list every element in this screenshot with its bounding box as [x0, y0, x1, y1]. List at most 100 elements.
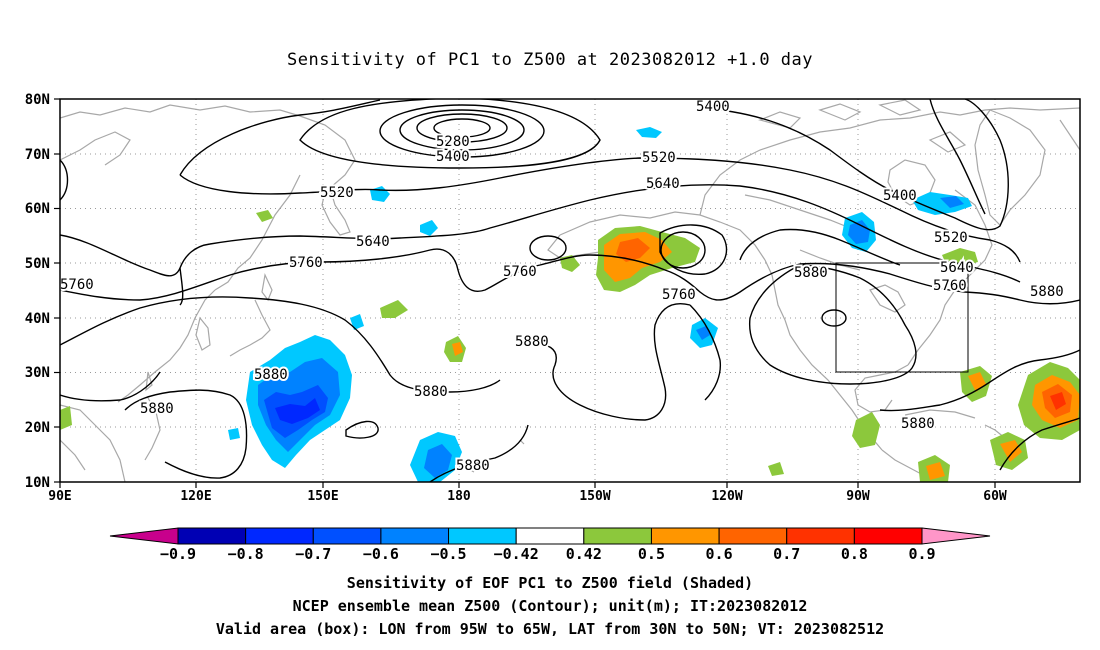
contour-label: 5280	[436, 134, 470, 150]
positive-sensitivity-region	[968, 372, 986, 392]
caption-line-2: NCEP ensemble mean Z500 (Contour); unit(…	[292, 597, 808, 615]
latitude-labels: 80N 70N 60N 50N 40N 30N 20N 10N	[25, 92, 50, 491]
negative-sensitivity-region	[246, 335, 352, 468]
negative-sensitivity-region	[690, 318, 718, 348]
negative-sensitivity-region	[420, 220, 438, 236]
colorbar-swatch	[312, 527, 382, 545]
colorbar-tick-label: 0.5	[638, 545, 665, 563]
negative-sensitivity-region	[842, 212, 876, 252]
lat-label: 70N	[25, 147, 50, 163]
colorbar-labels: −0.9 −0.8 −0.7 −0.6 −0.5 −0.42 0.42 0.5 0.6 0.7 0.…	[160, 545, 936, 563]
lon-label: 90W	[846, 489, 870, 504]
colorbar-swatch	[515, 527, 585, 545]
contour-label: 5640	[356, 234, 390, 250]
positive-sensitivity-region	[1032, 375, 1080, 428]
positive-sensitivity-region	[926, 462, 945, 480]
contour-label: 5760	[662, 287, 696, 303]
contour-label: 5640	[940, 260, 974, 276]
z500-contours	[60, 99, 1080, 482]
contour-label: 5760	[503, 264, 537, 280]
positive-sensitivity-region	[444, 336, 466, 362]
positive-sensitivity-region	[942, 248, 978, 266]
lon-label: 60W	[983, 489, 1007, 504]
colorbar-tick-label: 0.42	[566, 545, 602, 563]
positive-sensitivity-region	[560, 255, 580, 272]
colorbar-swatch	[786, 527, 855, 545]
lon-label: 150E	[307, 489, 338, 504]
colorbar-swatch	[583, 527, 652, 545]
contour-label: 5880	[456, 458, 490, 474]
positive-sensitivity-region	[918, 455, 950, 482]
colorbar-tick-label: −0.9	[160, 545, 196, 563]
valid-area-box	[835, 262, 969, 373]
colorbar-tick-label: −0.8	[228, 545, 264, 563]
colorbar-tick-label: −0.7	[295, 545, 331, 563]
negative-sensitivity-region	[370, 186, 390, 202]
colorbar-swatch	[380, 527, 450, 545]
colorbar-tick-label: −0.6	[363, 545, 399, 563]
positive-sensitivity-region	[1000, 440, 1022, 462]
negative-sensitivity-region	[696, 326, 710, 340]
caption-line-3: Valid area (box): LON from 95W to 65W, L…	[215, 620, 885, 638]
positive-sensitivity-region	[604, 232, 672, 282]
contour-label: 5760	[60, 277, 94, 293]
contour-label: 5880	[515, 334, 549, 350]
contour-label: 5880	[901, 416, 935, 432]
contour-label: 5880	[1030, 284, 1064, 300]
positive-sensitivity-region	[380, 300, 408, 318]
negative-sensitivity-region	[258, 358, 340, 452]
negative-sensitivity-region	[275, 398, 320, 424]
negative-sensitivity-region	[228, 428, 240, 440]
lat-label: 50N	[25, 256, 50, 272]
sensitivity-shading	[60, 127, 1080, 482]
colorbar	[109, 527, 991, 545]
positive-sensitivity-region	[768, 462, 784, 476]
map-frame	[59, 98, 1081, 483]
negative-sensitivity-region	[912, 192, 972, 215]
contour-label: 5520	[934, 230, 968, 246]
contour-label: 5880	[794, 265, 828, 281]
positive-sensitivity-region	[852, 412, 880, 448]
positive-sensitivity-region	[1050, 392, 1066, 410]
lat-label: 20N	[25, 420, 50, 436]
lat-label: 30N	[25, 365, 50, 381]
map-grid	[60, 99, 1080, 482]
colorbar-upper-triangle	[921, 527, 991, 545]
contour-label: 5400	[436, 149, 470, 165]
contour-label: 5760	[289, 255, 323, 271]
coastlines	[60, 99, 1080, 482]
map-background	[60, 99, 1080, 482]
negative-sensitivity-region	[636, 127, 662, 138]
negative-sensitivity-region	[350, 314, 364, 330]
contour-label: 5880	[140, 401, 174, 417]
colorbar-swatch	[650, 527, 720, 545]
positive-sensitivity-region	[452, 342, 463, 356]
colorbar-tick-label: 0.7	[773, 545, 800, 563]
negative-sensitivity-region	[424, 444, 452, 478]
lon-label: 180	[447, 489, 471, 504]
positive-sensitivity-region	[1042, 384, 1072, 418]
lon-label: 120W	[711, 489, 742, 504]
contour-label: 5520	[320, 185, 354, 201]
colorbar-swatch	[718, 527, 788, 545]
positive-sensitivity-region	[256, 210, 273, 222]
negative-sensitivity-region	[940, 196, 964, 208]
contour-label: 5520	[642, 150, 676, 166]
lon-label: 150W	[579, 489, 610, 504]
lat-label: 80N	[25, 92, 50, 108]
colorbar-tick-label: −0.5	[430, 545, 466, 563]
contour-label: 5880	[254, 367, 288, 383]
colorbar-tick-label: 0.8	[841, 545, 868, 563]
caption-line-1: Sensitivity of EOF PC1 to Z500 field (Sh…	[346, 574, 754, 592]
positive-sensitivity-region	[960, 366, 992, 402]
axis-ticks	[54, 98, 996, 488]
negative-sensitivity-region	[848, 220, 870, 244]
contour-label-layer: 5280 5400 5400 5400 5520 5520 5520 5640 …	[58, 97, 1066, 476]
negative-sensitivity-region	[410, 432, 462, 482]
positive-sensitivity-region	[990, 432, 1028, 470]
contour-label: 5400	[883, 188, 917, 204]
lat-label: 10N	[25, 475, 50, 491]
map-title: Sensitivity of PC1 to Z500 at 2023082012…	[286, 50, 813, 70]
